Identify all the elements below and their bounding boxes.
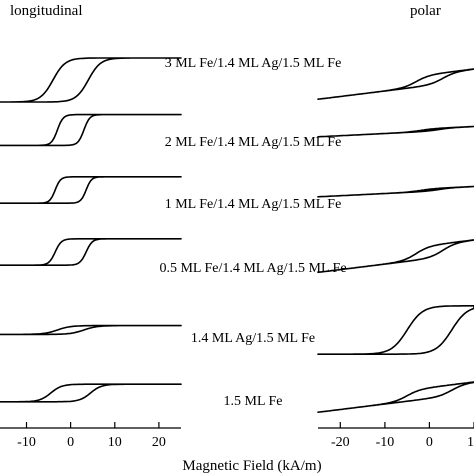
- x-longitudinal-tick-label-3: 20: [152, 435, 166, 450]
- polar-loop-2: [317, 185, 474, 198]
- polar-loop-0: [317, 68, 474, 100]
- longitudinal-loop-3: [0, 238, 182, 266]
- sample-label-5: 1.5 ML Fe: [224, 394, 283, 409]
- x-axis-polar: -20 -10 0 10: [318, 422, 474, 450]
- polar-loop-1: [317, 125, 474, 138]
- x-polar-tick-label-1: -10: [376, 435, 395, 450]
- polar-loop-5: [317, 381, 474, 413]
- polar-loops: [317, 68, 474, 413]
- longitudinal-loop-0: [0, 57, 182, 103]
- x-longitudinal-tick-label-2: 10: [108, 435, 122, 450]
- longitudinal-loop-5: [0, 383, 182, 403]
- x-polar-tick-label-2: 0: [426, 435, 433, 450]
- sample-label-2: 1 ML Fe/1.4 ML Ag/1.5 ML Fe: [165, 197, 342, 212]
- x-axis-title: Magnetic Field (kA/m): [182, 458, 321, 474]
- sample-labels: 3 ML Fe/1.4 ML Ag/1.5 ML Fe 2 ML Fe/1.4 …: [159, 56, 346, 409]
- x-longitudinal-tick-label-1: 0: [67, 435, 74, 450]
- sample-label-1: 2 ML Fe/1.4 ML Ag/1.5 ML Fe: [165, 135, 342, 150]
- x-polar-tick-label-3: 10: [467, 435, 474, 450]
- longitudinal-loop-1: [0, 113, 182, 147]
- polar-loop-3: [317, 239, 474, 274]
- longitudinal-loop-2: [0, 176, 182, 204]
- longitudinal-loop-4: [0, 324, 182, 336]
- longitudinal-loops: [0, 57, 182, 403]
- sample-label-0: 3 ML Fe/1.4 ML Ag/1.5 ML Fe: [165, 56, 342, 71]
- panel-title-polar: polar: [410, 3, 441, 19]
- polar-loop-4: [317, 305, 474, 355]
- x-axis-longitudinal: -10 0 10 20: [0, 422, 181, 450]
- x-polar-tick-label-0: -20: [331, 435, 350, 450]
- sample-label-4: 1.4 ML Ag/1.5 ML Fe: [191, 331, 315, 346]
- x-longitudinal-tick-label-0: -10: [17, 435, 36, 450]
- sample-label-3: 0.5 ML Fe/1.4 ML Ag/1.5 ML Fe: [159, 261, 346, 276]
- panel-title-longitudinal: longitudinal: [10, 3, 83, 19]
